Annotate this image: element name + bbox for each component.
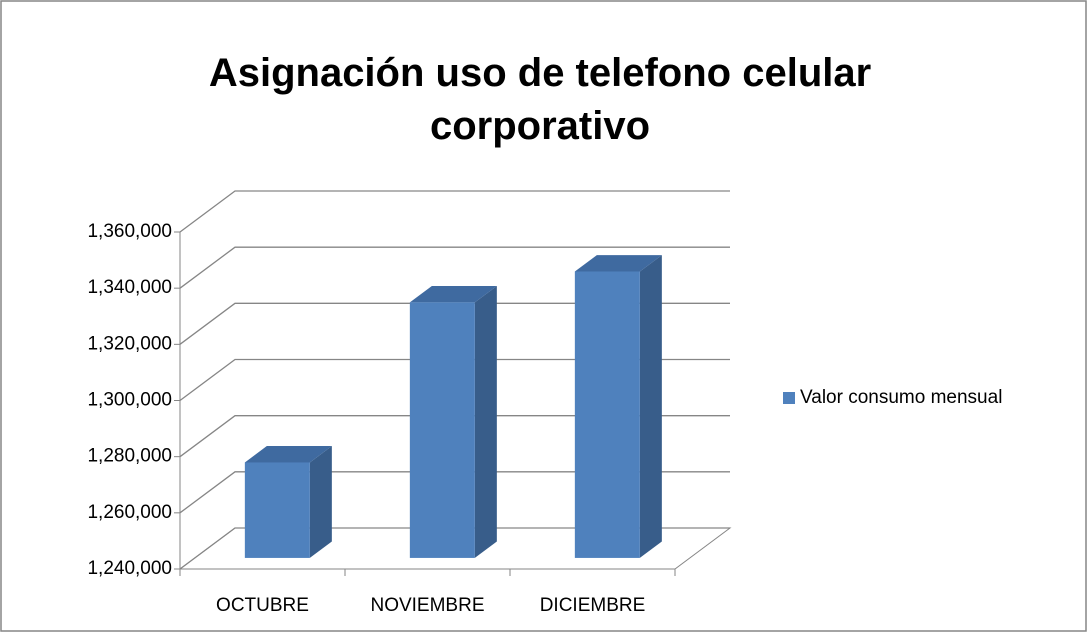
legend-swatch (783, 392, 795, 404)
y-tick-label: 1,260,000 (87, 502, 172, 523)
legend-label: Valor consumo mensual (800, 387, 1002, 408)
grid-line (179, 358, 730, 402)
bar-top (409, 285, 497, 303)
y-tick-label: 1,340,000 (87, 277, 172, 298)
bar-side (309, 446, 332, 558)
y-tick-label: 1,320,000 (87, 333, 172, 354)
y-tick-label: 1,240,000 (87, 558, 172, 579)
y-tick-label: 1,360,000 (87, 221, 172, 242)
title-line: Asignación uso de telefono celular (209, 51, 871, 95)
title-line: corporativo (430, 104, 650, 148)
bar-top (244, 446, 332, 463)
grid-line (179, 415, 730, 458)
y-tick-label: 1,280,000 (87, 446, 172, 467)
x-tick-label: NOVIEMBRE (370, 595, 484, 616)
y-tick-label: 1,300,000 (87, 390, 172, 411)
grid-line (179, 246, 730, 289)
plot-area: 1,240,000 1,260,000 1,280,000 1,300,000 1,32… (87, 190, 1002, 616)
bar (574, 271, 640, 558)
bar (244, 462, 310, 558)
x-tick-label: DICIEMBRE (540, 595, 646, 616)
bar (409, 302, 475, 558)
grid-line (179, 190, 730, 233)
bar-side (639, 255, 662, 558)
grid-line (179, 302, 730, 345)
grid-line (179, 471, 730, 514)
chart-title: Asignación uso de telefono celular corpor… (209, 51, 871, 148)
x-tick-label: OCTUBRE (216, 595, 309, 616)
bar-top (574, 255, 662, 272)
grid-line (179, 527, 730, 570)
bar-side (474, 285, 497, 558)
